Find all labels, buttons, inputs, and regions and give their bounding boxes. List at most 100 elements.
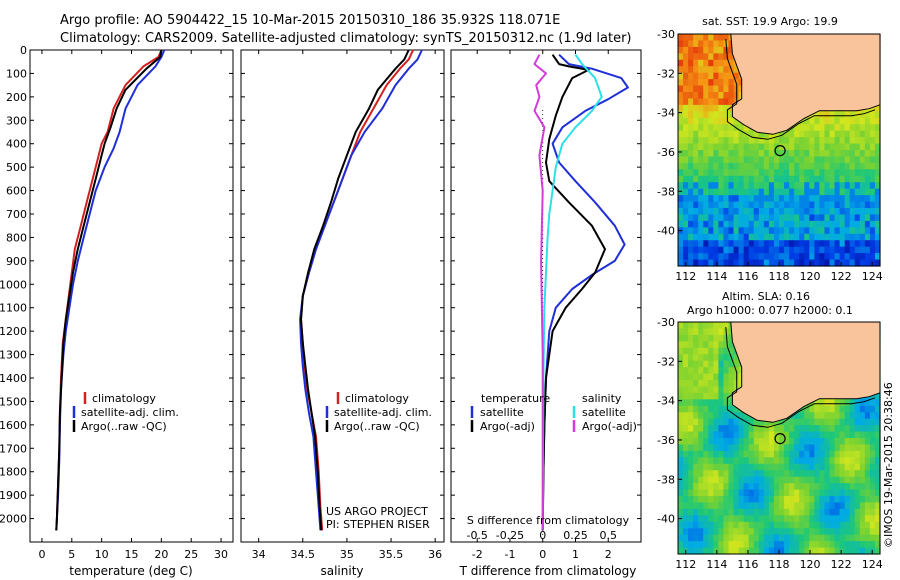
map-cell	[723, 380, 730, 388]
map-cell	[789, 431, 795, 439]
map-cell	[713, 182, 719, 190]
map-cell	[814, 470, 820, 478]
map-cell	[854, 515, 861, 523]
map-cell	[678, 92, 684, 100]
map-cell	[773, 457, 780, 465]
map-cell	[738, 457, 745, 465]
map-cell	[839, 438, 846, 446]
map-cell	[693, 227, 699, 235]
map-cell	[768, 208, 775, 216]
map-cell	[869, 528, 876, 536]
map-cell	[703, 515, 709, 523]
map-cell	[768, 502, 775, 510]
map-cell	[864, 438, 871, 446]
map-cell	[688, 367, 694, 375]
map-cell	[708, 40, 714, 48]
map-cell	[698, 233, 704, 241]
map-cell	[763, 534, 770, 542]
map-cell	[703, 98, 709, 106]
map-cell	[779, 431, 785, 439]
map-cell	[799, 431, 805, 439]
map-cell	[698, 175, 704, 183]
map-cell	[693, 354, 699, 362]
map-cell	[809, 150, 815, 158]
map-cell	[723, 347, 730, 355]
map-cell	[869, 508, 876, 516]
map-cell	[703, 53, 709, 61]
map-cell	[683, 496, 689, 504]
map-cell	[713, 450, 719, 458]
map-cell	[743, 502, 750, 510]
map-cell	[698, 201, 704, 209]
map-cell	[834, 521, 841, 529]
map-cell	[794, 169, 800, 177]
map-cell	[768, 150, 775, 158]
map-cell	[819, 541, 826, 549]
map-cell	[763, 438, 770, 446]
map-cell	[829, 431, 836, 439]
map-cell	[713, 431, 719, 439]
map-cell	[708, 476, 714, 484]
map-cell	[814, 253, 820, 261]
map-cell	[733, 150, 740, 158]
difference-panel: -2 -1 0 1 2-0.5 -0.25 0 0.25 0.5	[450, 49, 642, 561]
map-cell	[854, 463, 861, 471]
map-cell	[834, 143, 841, 151]
map-cell	[824, 240, 831, 248]
map-cell	[773, 220, 780, 228]
map-cell	[683, 85, 689, 93]
map-cell	[794, 175, 800, 183]
map-cell	[703, 444, 709, 452]
map-cell	[688, 328, 694, 336]
map-cell	[758, 476, 765, 484]
y-tick-label: 1200	[0, 325, 27, 338]
map-cell	[804, 233, 810, 241]
map-cell	[779, 208, 785, 216]
map-cell	[723, 188, 730, 196]
map-cell	[743, 143, 750, 151]
map-cell	[814, 418, 820, 426]
map-cell	[773, 246, 780, 254]
map-cell	[683, 162, 689, 170]
map-cell	[834, 450, 841, 458]
map-cell	[758, 130, 765, 138]
map-cell	[819, 143, 826, 151]
temperature-axes	[29, 49, 234, 543]
map-cell	[799, 463, 805, 471]
map-cell	[854, 233, 861, 241]
map-cell	[839, 117, 846, 125]
map-cell	[854, 117, 861, 125]
map-cell	[819, 425, 826, 433]
map-cell	[859, 240, 866, 248]
map-cell	[854, 214, 861, 222]
map-cell	[728, 92, 735, 100]
map-cell	[733, 521, 740, 529]
map-cell	[859, 508, 866, 516]
map-cell	[844, 111, 851, 119]
map-cell	[854, 418, 861, 426]
x-tick-label: 15	[125, 548, 139, 561]
map-cell	[829, 489, 836, 497]
map-cell	[773, 425, 780, 433]
map-cell	[703, 360, 709, 368]
map-cell	[869, 412, 876, 420]
map-cell	[708, 98, 714, 106]
map-cell	[718, 438, 725, 446]
map-cell	[819, 188, 826, 196]
map-cell	[794, 208, 800, 216]
map-cell	[723, 137, 730, 145]
map-cell	[728, 392, 735, 400]
map-cell	[718, 201, 725, 209]
map-cell	[799, 444, 805, 452]
map-cell	[718, 463, 725, 471]
map-cell	[799, 528, 805, 536]
map-cell	[693, 438, 699, 446]
map-cell	[794, 547, 800, 555]
legend-label-sal-argo: Argo(-adj)	[582, 420, 637, 433]
map-cell	[688, 425, 694, 433]
map-cell	[864, 182, 871, 190]
map-cell	[758, 425, 765, 433]
map-cell	[859, 463, 866, 471]
map-cell	[723, 450, 730, 458]
map-cell	[779, 450, 785, 458]
